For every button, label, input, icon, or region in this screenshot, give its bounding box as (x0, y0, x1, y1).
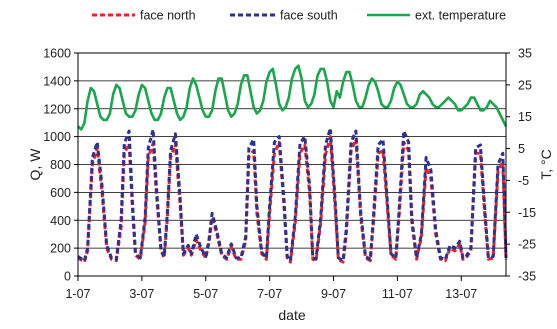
y2-axis-title: T, °C (538, 149, 554, 180)
y-tick-label: 200 (50, 242, 71, 256)
x-tick-label: 9-07 (321, 287, 346, 301)
y-axis-title: Q, W (27, 148, 43, 181)
y2-tick-label: 35 (518, 47, 532, 61)
y2-tick-label: -25 (518, 238, 536, 252)
y2-tick-label: -15 (518, 206, 536, 220)
x-axis-title: date (278, 307, 305, 323)
x-axis: 1-07 3-07 5-07 7-07 9-07 11-07 13-07 (65, 276, 477, 301)
y2-tick-label: -5 (518, 174, 529, 188)
y-tick-label: 600 (50, 186, 71, 200)
x-tick-label: 3-07 (129, 287, 154, 301)
legend-label: ext. temperature (415, 9, 506, 23)
y-tick-label: 1600 (43, 47, 71, 61)
legend: face north face south ext. temperature (92, 9, 506, 23)
y2-tick-label: -35 (518, 270, 536, 284)
series-line-2 (77, 126, 508, 263)
series-line-1 (77, 135, 508, 264)
x-tick-label: 7-07 (257, 287, 282, 301)
y-tick-label: 400 (50, 214, 71, 228)
y2-tick-label: 25 (518, 78, 532, 92)
y-tick-label: 0 (64, 270, 71, 284)
y-axis-left: 0 200 400 600 800 1000 1200 1400 1600 (43, 47, 78, 284)
y-tick-label: 1000 (43, 130, 71, 144)
x-tick-label: 5-07 (193, 287, 218, 301)
series-line-3 (77, 64, 508, 131)
y-tick-label: 1200 (43, 102, 71, 116)
y-axis-right: -35 -25 -15 -5 5 15 25 35 (506, 47, 536, 284)
legend-label: face south (280, 9, 338, 23)
x-tick-label: 1-07 (65, 287, 90, 301)
x-tick-label: 13-07 (445, 287, 477, 301)
y-tick-label: 1400 (43, 74, 71, 88)
y-tick-label: 800 (50, 158, 71, 172)
y2-tick-label: 5 (518, 142, 525, 156)
x-tick-label: 11-07 (382, 287, 413, 301)
series-layer (77, 64, 508, 264)
legend-label: face north (140, 9, 196, 23)
y2-tick-label: 15 (518, 110, 532, 124)
